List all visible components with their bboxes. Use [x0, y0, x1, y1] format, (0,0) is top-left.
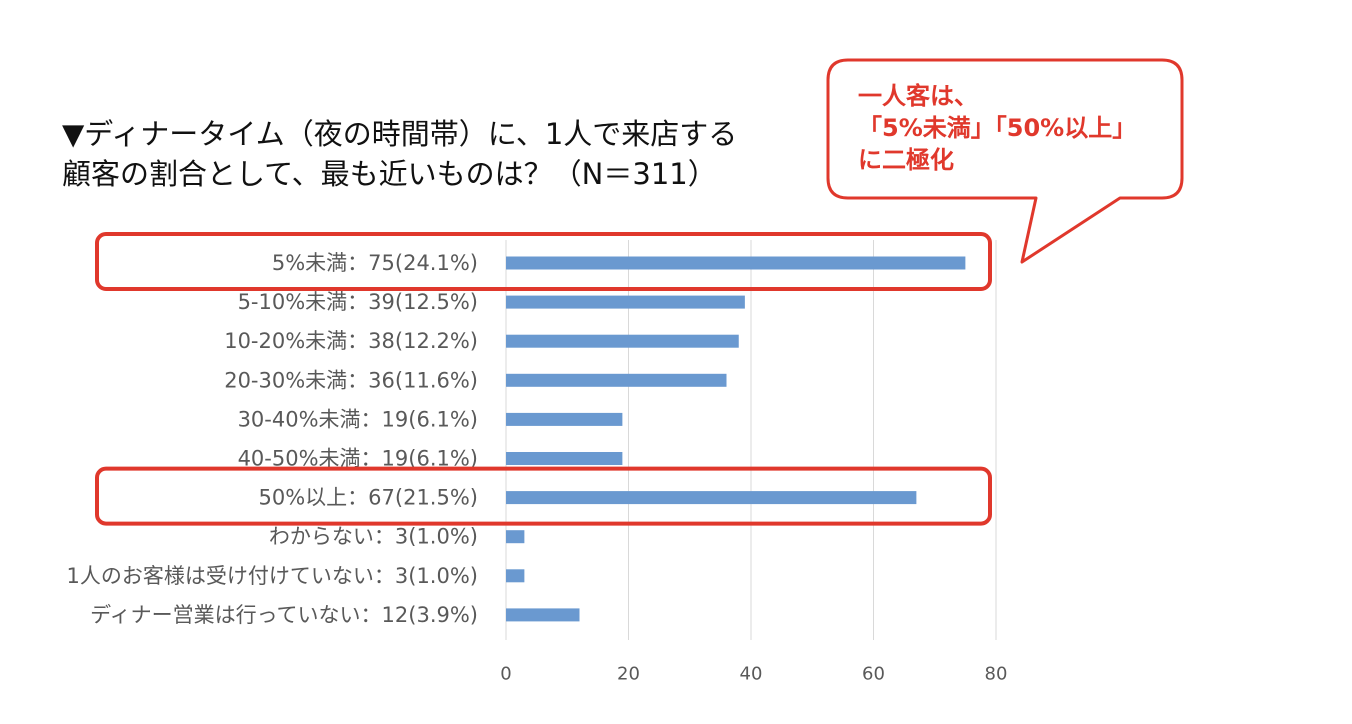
chart-x-axis-ticks: 0 20 40 60 80: [500, 664, 1007, 685]
question-title-line-2: 顧客の割合として、最も近いものは？（N＝311）: [62, 157, 717, 191]
bar: [506, 256, 966, 270]
bar: [506, 373, 727, 387]
bar: [506, 412, 623, 426]
category-label: 10-20%未満：38(12.2%): [224, 329, 478, 353]
bar: [506, 334, 739, 348]
bar: [506, 491, 917, 505]
highlight-box: [95, 232, 992, 291]
bar: [506, 608, 580, 622]
highlight-box: [95, 466, 992, 526]
category-label: 30-40%未満：19(6.1%): [238, 407, 478, 431]
chart-category-labels: 5%未満：75(24.1%) 5-10%未満：39(12.5%) 10-20%未満：…: [67, 251, 478, 627]
callout-text-line-3: に二極化: [858, 146, 954, 174]
category-label: 5-10%未満：39(12.5%): [238, 290, 478, 314]
x-tick-label: 40: [740, 664, 763, 685]
speech-bubble: [826, 58, 1184, 264]
category-label: ディナー営業は行っていない：12(3.9%): [90, 603, 478, 627]
bar: [506, 530, 525, 544]
chart-bars: [506, 256, 966, 622]
bar: [506, 452, 623, 465]
category-label: 1人のお客様は受け付けていない：3(1.0%): [67, 564, 478, 588]
question-title: ▼ディナータイム（夜の時間帯）に、1人で来店する 顧客の割合として、最も近いもの…: [62, 114, 737, 194]
x-tick-label: 60: [862, 664, 885, 685]
x-tick-label: 80: [985, 664, 1008, 685]
category-label: 50%以上：67(21.5%): [259, 486, 479, 510]
callout-text-line-1: 一人客は、: [858, 82, 978, 110]
bar: [506, 569, 525, 583]
x-tick-label: 20: [617, 664, 640, 685]
category-label: 5%未満：75(24.1%): [272, 251, 478, 275]
x-tick-label: 0: [500, 664, 511, 685]
speech-bubble-callout: [826, 58, 1184, 264]
bar: [506, 295, 745, 309]
question-title-line-1: ▼ディナータイム（夜の時間帯）に、1人で来店する: [62, 117, 738, 151]
category-label: 40-50%未満：19(6.1%): [238, 447, 478, 471]
chart-highlight-boxes: [95, 232, 992, 526]
category-label: わからない：3(1.0%): [269, 525, 478, 549]
callout-text-line-2: 「5%未満」「50%以上」: [858, 114, 1137, 142]
callout-text: 一人客は、 「5%未満」「50%以上」 に二極化: [858, 80, 1136, 176]
category-label: 20-30%未満：36(11.6%): [224, 368, 478, 392]
